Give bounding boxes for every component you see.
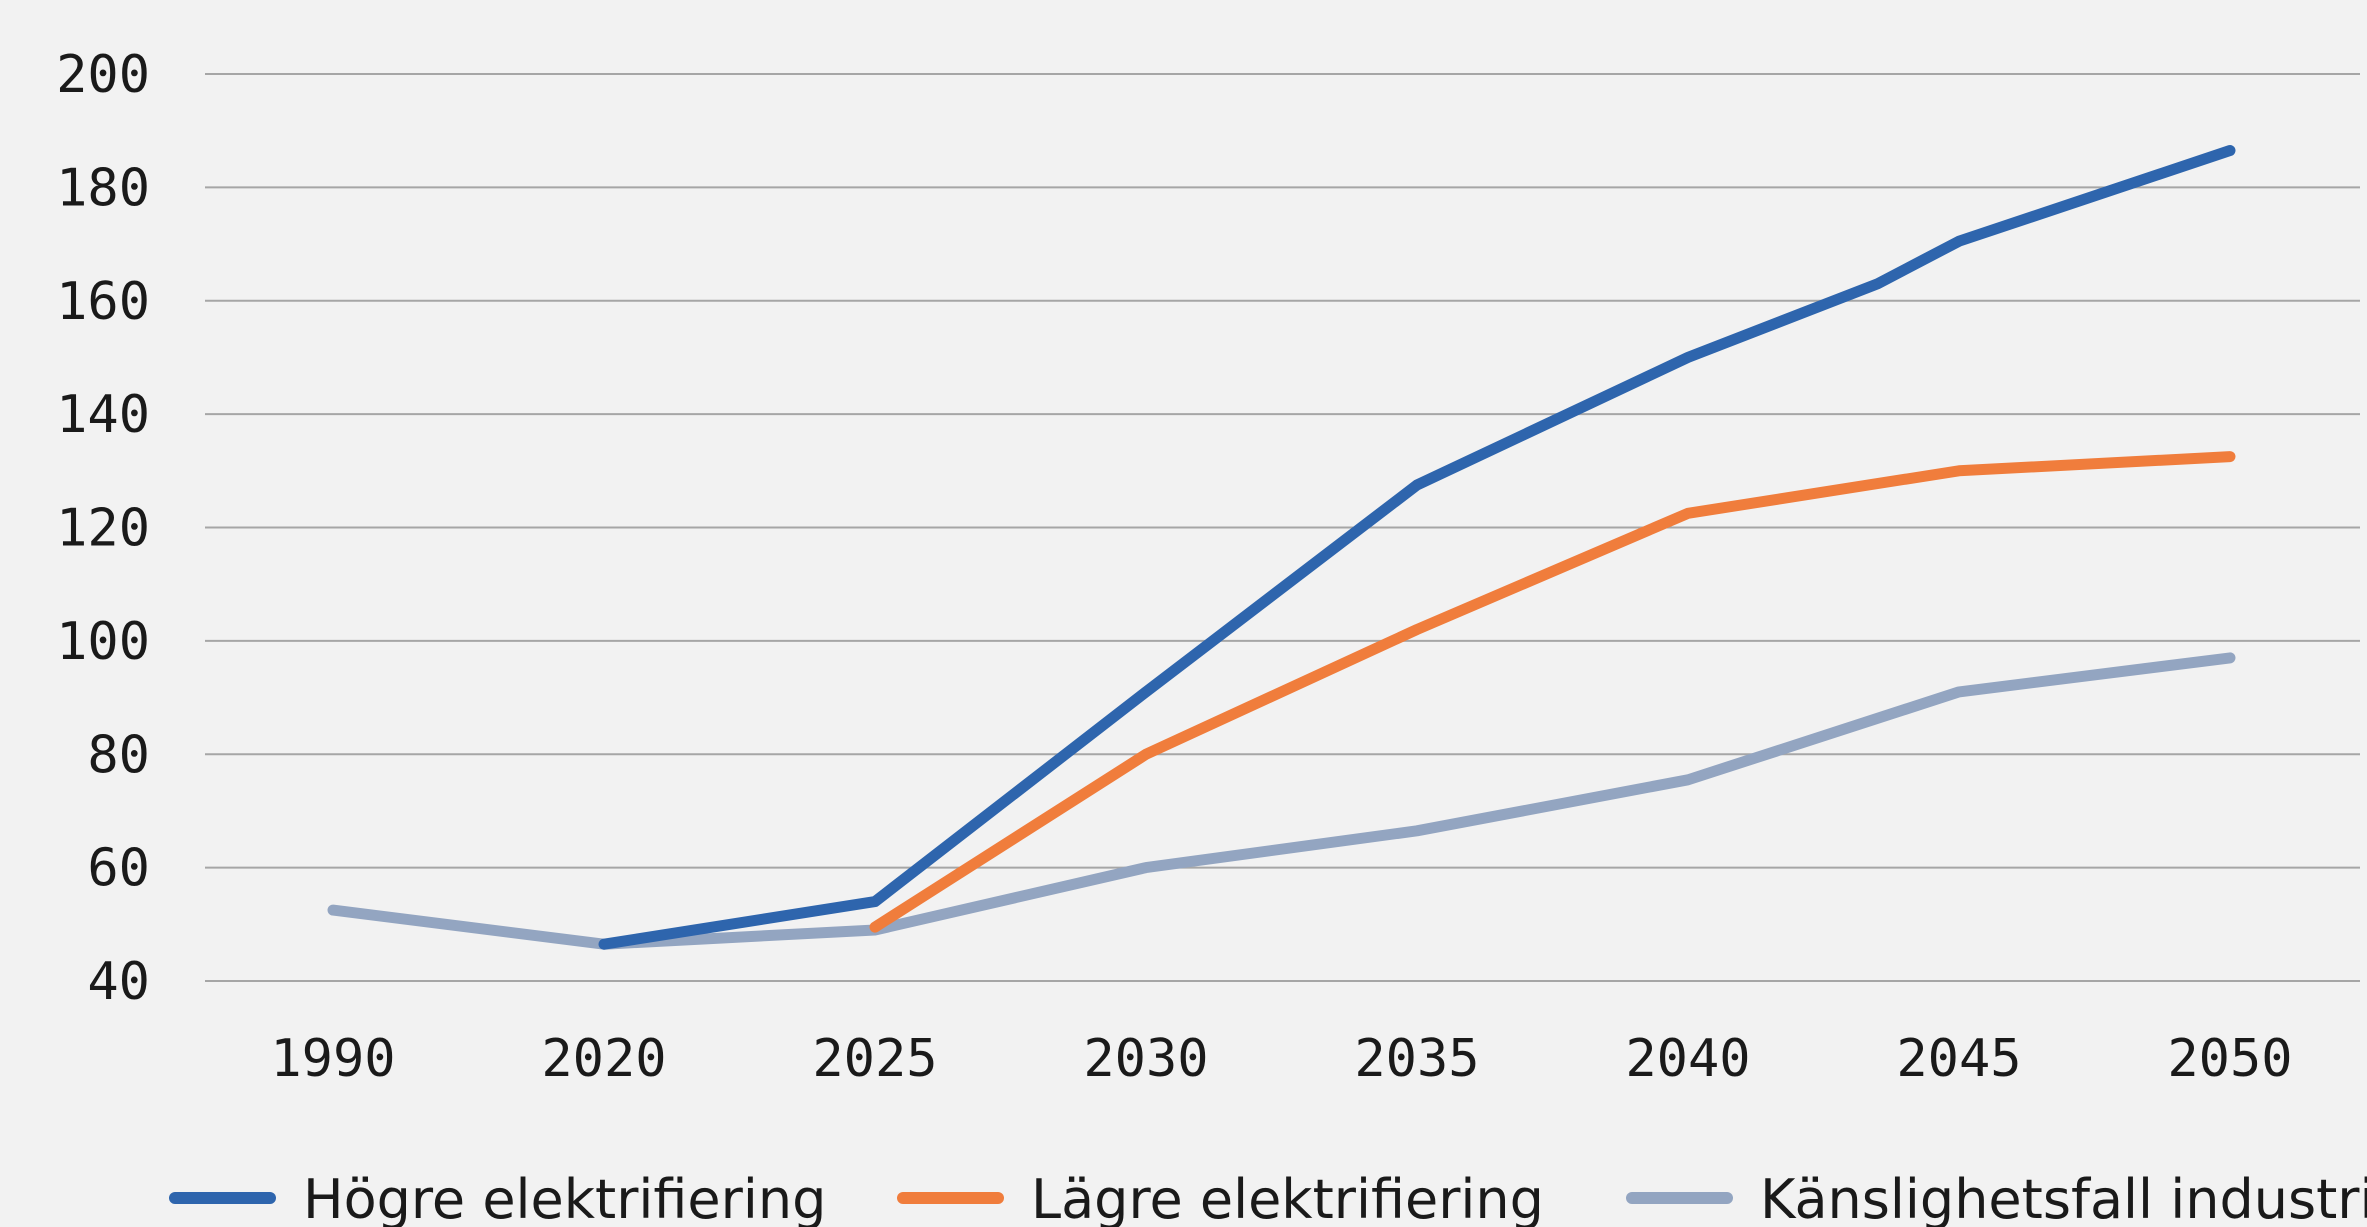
legend-label: Lägre elektrifiering	[1031, 1168, 1544, 1227]
series-lines	[327, 145, 2236, 950]
y-tick-label: 60	[87, 839, 150, 899]
grid-lines	[205, 73, 2360, 982]
x-tick-label: 2030	[1083, 1029, 1208, 1089]
y-tick-label: 120	[56, 499, 150, 559]
series-line-1	[869, 451, 2236, 933]
x-tick-label: 1990	[270, 1029, 395, 1089]
legend-label: Känslighetsfall industri	[1760, 1168, 2367, 1227]
series-line-2	[327, 652, 2236, 950]
y-tick-label: 180	[56, 158, 150, 218]
y-tick-label: 140	[56, 385, 150, 445]
x-tick-label: 2050	[2167, 1029, 2292, 1089]
series-line-0	[598, 145, 2236, 950]
x-tick-label: 2025	[812, 1029, 937, 1089]
y-axis: 40 60 80 100 120 140 160 180 200	[56, 45, 150, 1012]
x-tick-label: 2035	[1354, 1029, 1479, 1089]
y-tick-label: 80	[87, 725, 150, 785]
x-tick-label: 2045	[1896, 1029, 2021, 1089]
legend: Högre elektrifiering Lägre elektrifiering…	[169, 1168, 2367, 1227]
x-tick-label: 2040	[1625, 1029, 1750, 1089]
x-tick-label: 2020	[541, 1029, 666, 1089]
legend-label: Högre elektrifiering	[303, 1168, 826, 1227]
y-tick-label: 40	[87, 952, 150, 1012]
y-tick-label: 200	[56, 45, 150, 105]
y-tick-label: 160	[56, 272, 150, 332]
x-axis: 1990 2020 2025 2030 2035 2040 2045 2050	[270, 1029, 2292, 1089]
y-tick-label: 100	[56, 612, 150, 672]
